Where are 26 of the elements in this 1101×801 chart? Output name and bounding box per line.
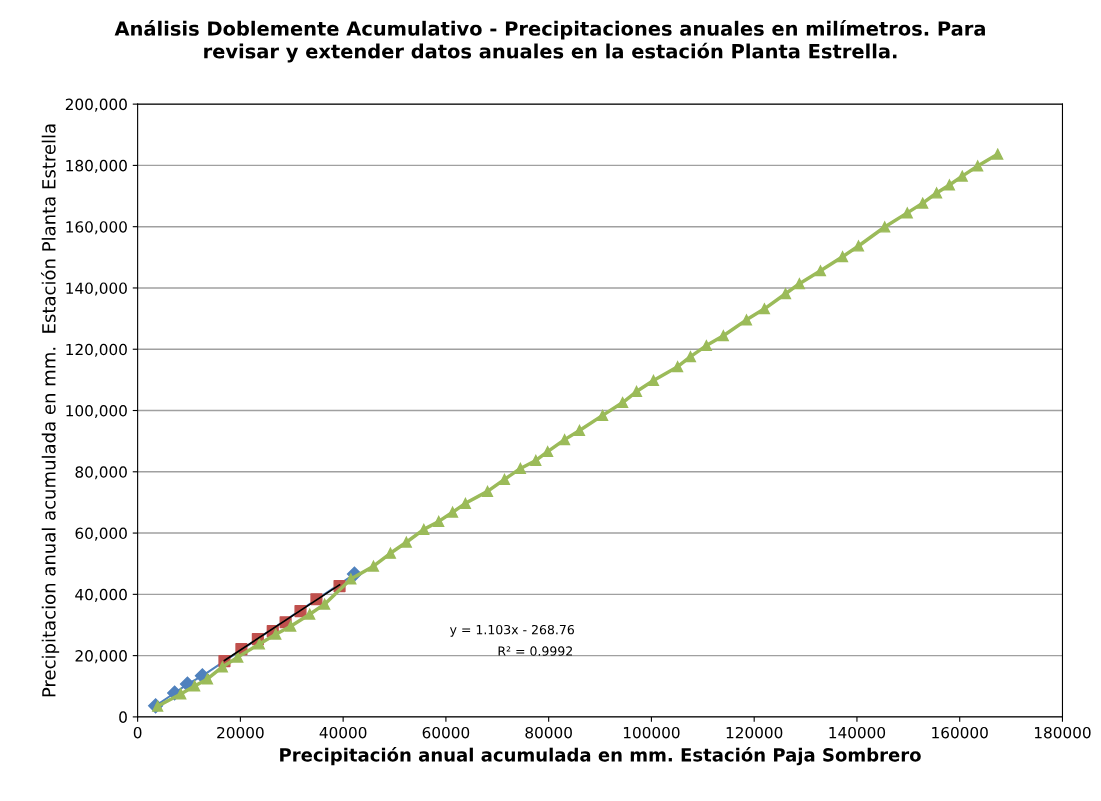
x-tick-label: 160000 [932, 726, 988, 739]
y-tick-label: 60,000 [75, 527, 127, 541]
y-tick-label: 180,000 [66, 159, 127, 173]
y-tick-label: 200,000 [65, 98, 127, 112]
y-tick-label: 80,000 [75, 466, 127, 480]
x-tick-label: 60000 [422, 726, 470, 739]
y-tick-label: 100,000 [66, 404, 127, 419]
annotation: R² = 0.9992 [498, 646, 572, 656]
x-axis-title: Precipitación anual acumulada en mm. Estación Paja Sombrero [280, 746, 921, 766]
y-tick-label: 160,000 [66, 221, 127, 235]
y-tick-label: 120,000 [66, 343, 127, 357]
y-tick-label: 140,000 [66, 282, 127, 296]
x-tick-label: 20000 [217, 726, 264, 739]
x-tick-label: 140000 [829, 726, 886, 739]
y-tick-label: 20,000 [75, 650, 127, 664]
x-tick-label: 180000 [1034, 726, 1091, 739]
annotation: y = 1.103x - 268.76 [449, 624, 574, 637]
x-tick-label: 100000 [623, 726, 680, 739]
y-axis-title: Precipitacion anual acumulada en mm. Estación Planta Estrella [40, 124, 60, 697]
x-tick-label: 80000 [525, 726, 572, 739]
x-tick-label: 0 [133, 726, 142, 739]
x-tick-label: 120000 [726, 726, 783, 739]
y-tick-label: 40,000 [75, 588, 127, 602]
chart-title: Análisis Doblemente Acumulativo - Precipitaciones anuales en milímetros. Para revisar y extender datos anuales en la estación Planta Estrella. [114, 20, 985, 63]
x-tick-label: 40000 [319, 726, 367, 739]
y-tick-label: 0 [119, 711, 127, 723]
